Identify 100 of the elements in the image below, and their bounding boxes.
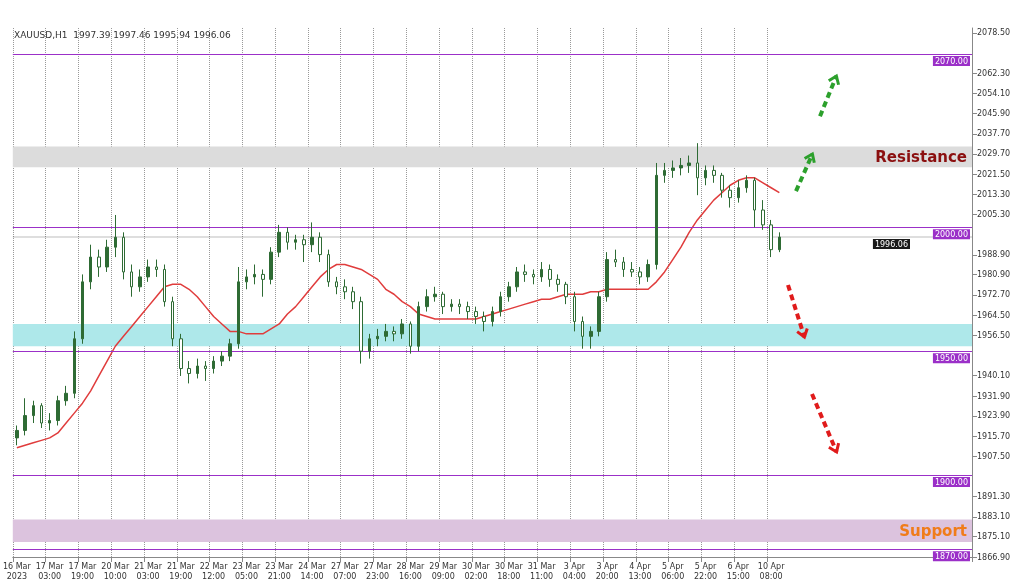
candlestick [417,301,420,352]
x-tick-label: 4 Apr 13:00 [628,561,652,581]
candlestick [40,402,43,429]
candlestick [523,264,527,283]
candlestick [384,323,388,342]
candlestick [753,177,756,228]
ref-line-label: 2070.00 [934,56,968,66]
candlestick [89,244,92,290]
candlestick [532,268,535,285]
candlestick [400,318,404,340]
candlestick [64,385,68,407]
x-tick-label: 6 Apr 15:00 [726,561,750,581]
candlestick [155,259,158,278]
candlestick [318,231,322,263]
candlestick [204,360,207,382]
candlestick [220,350,224,367]
candlestick [277,224,281,258]
candlestick [761,199,765,231]
candlestick [310,221,314,253]
candlestick [327,249,330,288]
y-tick-label: 1866.90 [977,552,1011,562]
candlestick [737,179,740,204]
candlestick [482,311,486,332]
candlestick [491,306,494,327]
candlestick [458,298,461,315]
y-tick-label: 2005.30 [977,209,1011,219]
y-tick-label: 1883.10 [977,512,1011,522]
candlestick [589,325,593,350]
candlestick [622,256,625,278]
band-label: Support [899,521,967,540]
candlestick [253,264,256,285]
candlestick [745,174,748,194]
candlestick [450,298,453,313]
candlestick [474,306,478,325]
candlestick [261,268,265,298]
candlestick [171,296,174,347]
candlestick [548,264,552,288]
x-tick-label: 23 Mar 05:00 [232,561,262,581]
x-tick-label: 21 Mar 03:00 [134,561,163,581]
candlestick [564,281,568,305]
x-tick-label: 20 Mar 10:00 [101,561,130,581]
x-tick-label: 30 Mar 02:00 [462,561,491,581]
y-tick-label: 1923.90 [977,411,1011,421]
x-tick-label: 29 Mar 09:00 [429,561,458,581]
y-tick-label: 1988.90 [977,250,1011,260]
candlestick [507,281,511,303]
x-tick-label: 3 Apr 20:00 [595,561,619,581]
x-tick-label: 17 Mar 19:00 [68,561,98,581]
candlestick [163,264,166,308]
candlestick [712,164,716,184]
candlestick [679,157,683,176]
candlestick [425,288,429,313]
y-tick-label: 2078.50 [977,28,1011,38]
ref-line-label: 1870.00 [934,551,968,561]
x-tick-label: 30 Mar 18:00 [494,561,524,581]
x-tick-label: 24 Mar 14:00 [298,561,327,581]
candlestick [23,397,27,436]
x-tick-label: 16 Mar 2023 [2,561,32,581]
y-tick-label: 2054.10 [977,88,1011,98]
y-tick-label: 1940.10 [977,371,1011,381]
x-tick-label: 5 Apr 22:00 [694,561,718,581]
candlestick [237,266,240,350]
y-tick-label: 2045.90 [977,109,1011,119]
y-tick-label: 1956.50 [977,330,1011,340]
candlestick [778,231,781,253]
candlestick [245,268,248,290]
candlestick [359,296,363,365]
candlestick [302,234,306,263]
candlestick [687,155,691,174]
ref-line-label: 1900.00 [934,477,968,487]
y-tick-label: 2029.70 [977,149,1011,159]
candlestick [343,278,347,300]
candlestick [97,249,101,278]
candlestick [286,226,289,251]
candlestick [655,162,658,270]
candlestick [187,360,191,384]
candlestick [73,330,76,399]
x-tick-label: 21 Mar 19:00 [166,561,196,581]
candlestick [335,276,338,295]
candlestick [146,259,150,283]
candlestick [433,286,437,303]
candlestick [56,395,60,426]
ref-line-label: 2000.00 [934,229,968,239]
line-series [16,177,781,449]
candlestick [368,333,371,360]
candlestick [212,355,215,374]
candlestick [728,184,732,209]
x-tick-label: 10 Apr 08:00 [757,561,786,581]
y-tick-label: 1907.50 [977,451,1011,461]
y-tick-label: 1915.70 [977,431,1011,441]
x-tick-label: 22 Mar 12:00 [199,561,229,581]
x-tick-label: 27 Mar 07:00 [330,561,360,581]
candlestick [630,261,634,278]
candlestick [32,400,35,424]
y-tick-label: 1964.50 [977,310,1011,320]
candlestick [704,164,707,186]
candlestick [646,259,650,283]
candlestick [409,320,412,355]
candlestick [179,333,183,377]
candlestick [392,325,396,342]
